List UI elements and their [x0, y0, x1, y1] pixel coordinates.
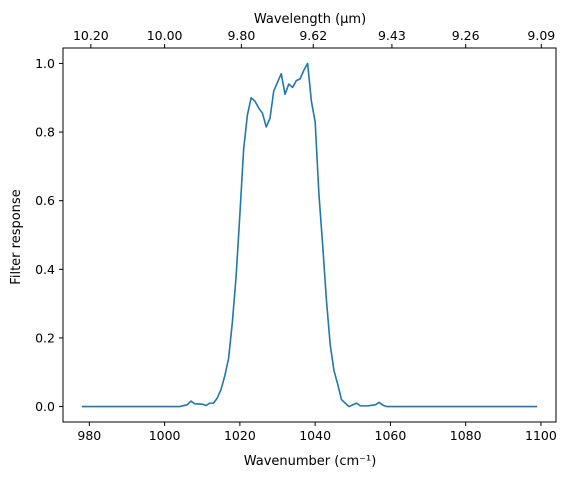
x-tick-label: 1040 — [299, 428, 331, 443]
top-tick-label: 9.09 — [527, 28, 555, 43]
y-tick-label: 0.2 — [35, 330, 55, 345]
x-tick-label: 1080 — [450, 428, 482, 443]
x-tick-label: 1020 — [224, 428, 256, 443]
top-tick-label: 9.26 — [452, 28, 480, 43]
filter-response-line — [81, 62, 538, 408]
top-tick-label: 10.20 — [73, 28, 109, 43]
top-tick-label: 9.80 — [227, 28, 255, 43]
y-axis-label: Filter response — [9, 189, 24, 284]
y-tick-label: 0.8 — [35, 125, 55, 140]
top-axis-label: Wavelength (μm) — [254, 12, 366, 27]
top-tick-label: 9.43 — [378, 28, 406, 43]
y-tick-label: 0.4 — [35, 262, 55, 277]
plot-frame — [62, 47, 557, 423]
top-tick-label: 9.62 — [299, 28, 327, 43]
x-tick-label: 1060 — [375, 428, 407, 443]
y-tick-label: 1.0 — [35, 56, 55, 71]
x-axis-label: Wavenumber (cm⁻¹) — [244, 454, 377, 469]
x-tick-label: 980 — [77, 428, 101, 443]
y-tick-label: 0.6 — [35, 193, 55, 208]
y-tick-label: 0.0 — [35, 399, 55, 414]
top-tick-label: 10.00 — [147, 28, 183, 43]
x-tick-label: 1100 — [525, 428, 557, 443]
x-tick-label: 1000 — [149, 428, 181, 443]
